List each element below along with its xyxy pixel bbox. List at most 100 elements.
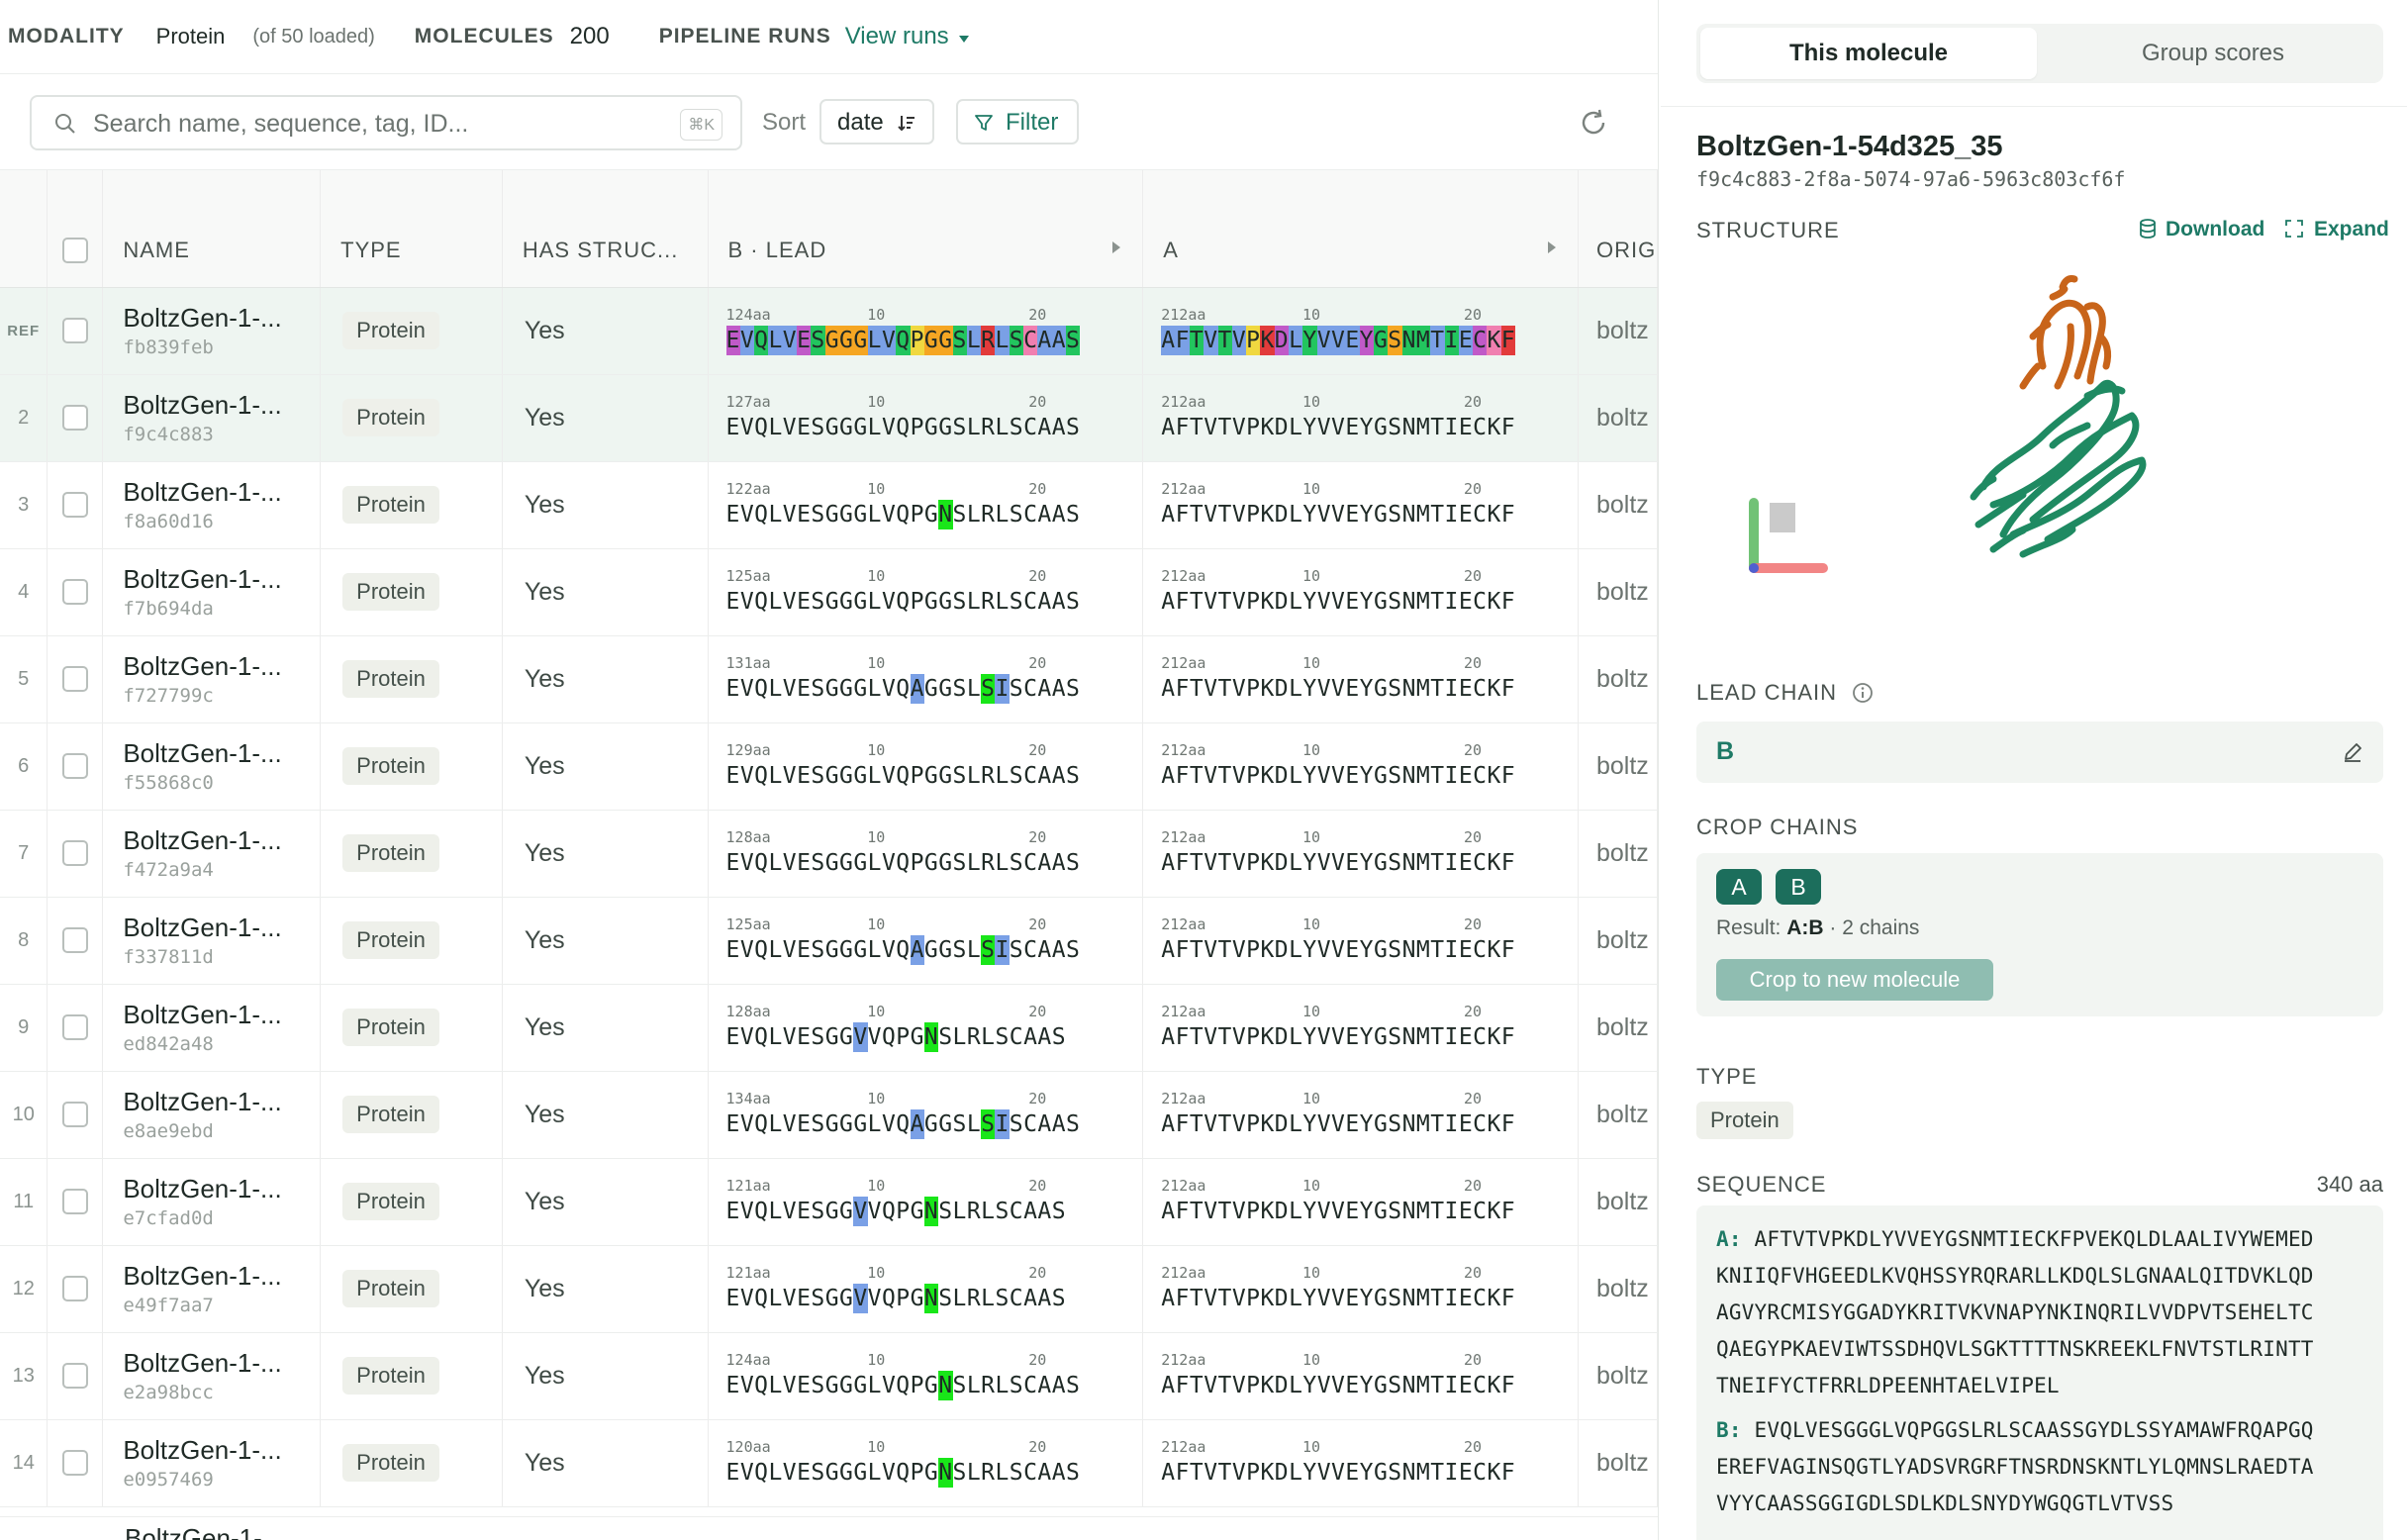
row-checkbox[interactable] <box>61 318 88 343</box>
info-icon[interactable] <box>1852 682 1874 704</box>
residue: S <box>1388 326 1402 355</box>
residue: R <box>981 589 996 615</box>
residue: L <box>1289 1373 1303 1398</box>
col-b-lead[interactable]: B · LEAD <box>708 170 1144 288</box>
expand-button[interactable]: Expand <box>2284 218 2389 241</box>
table-row[interactable]: REF BoltzGen-1-... fb839feb Protein Yes 124aa… <box>0 287 1658 375</box>
name-cell[interactable]: BoltzGen-1-... fb839feb <box>102 287 322 375</box>
table-row[interactable]: 2 BoltzGen-1-... f9c4c883 Protein Yes 127aa 10… <box>0 374 1658 462</box>
residue: M <box>1415 1199 1431 1224</box>
table-row[interactable]: 7 BoltzGen-1-... f472a9a4 Protein Yes 128aa 10… <box>0 810 1658 898</box>
type-cell: Protein <box>320 722 503 811</box>
col-type[interactable]: TYPE <box>320 170 503 288</box>
residue: S <box>1388 415 1402 440</box>
residue: A <box>1051 502 1067 528</box>
residue: Y <box>1302 850 1317 876</box>
name-cell[interactable]: BoltzGen-1-... f7b694da <box>102 548 322 636</box>
table-row[interactable]: 3 BoltzGen-1-... f8a60d16 Protein Yes 122aa 10… <box>0 461 1658 549</box>
name-cell[interactable]: BoltzGen-1-... f8a60d16 <box>102 461 322 549</box>
row-checkbox[interactable] <box>61 1363 88 1389</box>
table-row[interactable]: 9 BoltzGen-1-... ed842a48 Protein Yes 128aa 10… <box>0 984 1658 1072</box>
name-cell[interactable]: BoltzGen-1-... ed842a48 <box>102 984 322 1072</box>
download-button[interactable]: Download <box>2138 218 2264 241</box>
sort-order-icon <box>898 116 915 132</box>
row-checkbox[interactable] <box>61 579 88 605</box>
select-all-checkbox[interactable] <box>61 237 88 263</box>
name-cell[interactable]: BoltzGen-1-... e8ae9ebd <box>102 1071 322 1159</box>
residue: S <box>952 763 967 789</box>
molecule-name: BoltzGen-1-... <box>123 477 282 507</box>
chain-chip-b[interactable]: B <box>1776 869 1821 905</box>
residue: V <box>1331 589 1346 615</box>
table-row[interactable]: 12 BoltzGen-1-... e49f7aa7 Protein Yes 121aa 1… <box>0 1245 1658 1333</box>
row-checkbox[interactable] <box>61 492 88 518</box>
residue: S <box>1009 676 1024 702</box>
modality-value[interactable]: Protein <box>151 20 230 53</box>
table-row[interactable]: 4 BoltzGen-1-... f7b694da Protein Yes 125aa 10… <box>0 548 1658 636</box>
col-has-structure[interactable]: HAS STRUC... <box>502 170 709 288</box>
tick-label: 10 <box>867 393 886 411</box>
name-cell[interactable]: BoltzGen-1-... f727799c <box>102 635 322 723</box>
row-checkbox[interactable] <box>61 753 88 779</box>
chain-chip-a[interactable]: A <box>1716 869 1762 905</box>
residue: L <box>981 1024 996 1050</box>
refresh-icon[interactable] <box>1578 107 1609 139</box>
table-row[interactable]: 11 BoltzGen-1-... e7cfad0d Protein Yes 121aa 1… <box>0 1158 1658 1246</box>
lead-chain-field[interactable]: B <box>1696 722 2383 783</box>
table-row[interactable]: 6 BoltzGen-1-... f55868c0 Protein Yes 129aa 10… <box>0 722 1658 811</box>
structure-viewer[interactable] <box>1696 267 2383 643</box>
col-origin[interactable]: ORIG <box>1578 170 1658 288</box>
row-checkbox[interactable] <box>61 927 88 953</box>
edit-icon[interactable] <box>2342 741 2363 763</box>
residue: L <box>768 763 783 789</box>
sort-button[interactable]: date <box>819 99 934 144</box>
expand-column-icon[interactable] <box>1112 241 1121 253</box>
row-checkbox[interactable] <box>61 1014 88 1040</box>
row-checkbox[interactable] <box>61 840 88 866</box>
view-runs-dropdown[interactable]: View runs <box>845 23 969 50</box>
residue: Y <box>1302 589 1317 615</box>
crop-to-new-molecule-button[interactable]: Crop to new molecule <box>1716 959 1993 1001</box>
table-row[interactable]: 14 BoltzGen-1-... e0957469 Protein Yes 120aa 1… <box>0 1419 1658 1507</box>
table-row[interactable]: 5 BoltzGen-1-... f727799c Protein Yes 131aa 10… <box>0 635 1658 723</box>
name-cell[interactable]: BoltzGen-1-... f55868c0 <box>102 722 322 811</box>
table-row[interactable]: 10 BoltzGen-1-... e8ae9ebd Protein Yes 134aa 1… <box>0 1071 1658 1159</box>
residue: Q <box>754 1286 769 1311</box>
col-name[interactable]: NAME <box>102 170 322 288</box>
axis-gizmo-icon <box>1749 498 1828 573</box>
row-checkbox[interactable] <box>61 1450 88 1476</box>
residue: T <box>1217 850 1232 876</box>
view-runs-link[interactable]: View runs <box>844 23 949 49</box>
residue: N <box>1401 589 1416 615</box>
row-checkbox[interactable] <box>61 1276 88 1301</box>
name-cell[interactable]: BoltzGen-1-... e7cfad0d <box>102 1158 322 1246</box>
search-shortcut: ⌘K <box>680 109 722 141</box>
expand-column-icon[interactable] <box>1547 241 1556 253</box>
search-input[interactable]: Search name, sequence, tag, ID... ⌘K <box>30 95 742 150</box>
name-cell[interactable]: BoltzGen-1-... e2a98bcc <box>102 1332 322 1420</box>
residue: E <box>797 1286 812 1311</box>
residue: A <box>1161 1286 1176 1311</box>
row-checkbox[interactable] <box>61 1102 88 1127</box>
col-a[interactable]: A <box>1142 170 1579 288</box>
residue: V <box>881 763 897 789</box>
row-checkbox[interactable] <box>61 1189 88 1214</box>
name-cell[interactable]: BoltzGen-1-... e0957469 <box>102 1419 322 1507</box>
filter-button[interactable]: Filter <box>956 99 1079 144</box>
name-cell[interactable]: BoltzGen-1-... e49f7aa7 <box>102 1245 322 1333</box>
residue: V <box>1331 1199 1346 1224</box>
name-cell[interactable]: BoltzGen-1-... f337811d <box>102 897 322 985</box>
name-cell[interactable]: BoltzGen-1-... f472a9a4 <box>102 810 322 898</box>
residue: L <box>768 676 783 702</box>
row-checkbox[interactable] <box>61 666 88 692</box>
table-row[interactable]: 8 BoltzGen-1-... f337811d Protein Yes 125aa 10… <box>0 897 1658 985</box>
residue: L <box>768 589 783 615</box>
sequence-length: 121aa <box>725 1177 771 1195</box>
residue: S <box>952 326 967 355</box>
tab-group-scores[interactable]: Group scores <box>2141 40 2285 66</box>
row-checkbox[interactable] <box>61 405 88 431</box>
tab-this-molecule[interactable]: This molecule <box>1700 28 2037 79</box>
name-cell[interactable]: BoltzGen-1-... f9c4c883 <box>102 374 322 462</box>
table-row[interactable]: 13 BoltzGen-1-... e2a98bcc Protein Yes 124aa 1… <box>0 1332 1658 1420</box>
residue: Y <box>1302 502 1317 528</box>
